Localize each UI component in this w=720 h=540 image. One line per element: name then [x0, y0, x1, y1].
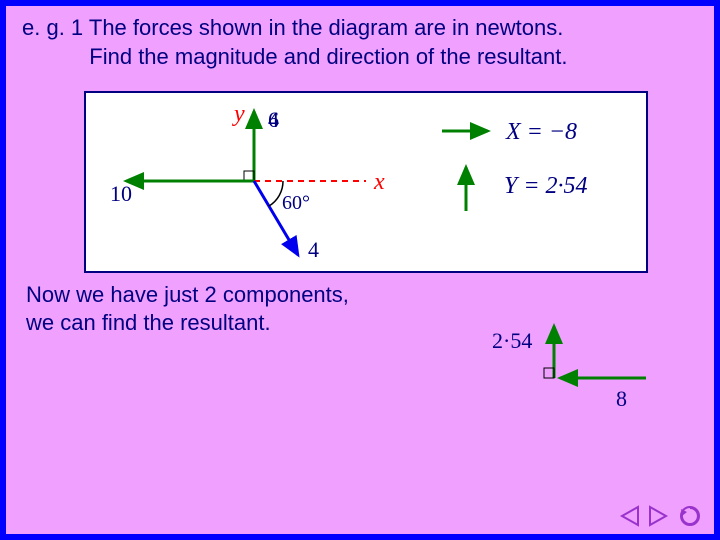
forward-icon[interactable]	[646, 504, 672, 528]
small-left-value: 8	[616, 386, 627, 411]
force-diagram-svg: y 4 10 x 60° 4 6	[86, 93, 646, 271]
result-x-label: X = −8	[505, 119, 577, 145]
back-icon[interactable]	[616, 504, 642, 528]
body-line2: we can find the resultant.	[26, 310, 271, 335]
body-line1a: Now we have just	[26, 282, 198, 307]
nav-bar	[616, 504, 704, 528]
body-line1b: 2	[205, 282, 217, 307]
force-diagram-box: y 4 10 x 60° 4 6	[84, 91, 648, 273]
example-text-line1: The forces shown in the diagram are in n…	[89, 15, 563, 40]
force-up-value-fix: 6	[268, 107, 279, 132]
small-up-value: 2·54	[492, 328, 532, 353]
body-text: Now we have just 2 components, we can fi…	[26, 281, 349, 336]
example-number: e. g. 1	[22, 15, 83, 40]
result-y-label: Y = 2·54	[504, 173, 588, 199]
resultant-diagram: 2·54 8	[466, 306, 656, 426]
axis-x-label: x	[373, 169, 385, 195]
body-line1c: components,	[223, 282, 349, 307]
example-header: e. g. 1 The forces shown in the diagram …	[8, 8, 712, 71]
example-text-line2: Find the magnitude and direction of the …	[89, 44, 567, 69]
force-left-value: 10	[110, 181, 132, 206]
angle-arc	[269, 181, 283, 206]
replay-icon[interactable]	[676, 504, 704, 528]
force-diag-value: 4	[308, 237, 319, 262]
angle-label: 60°	[282, 192, 310, 214]
axis-y-label: y	[232, 101, 245, 127]
